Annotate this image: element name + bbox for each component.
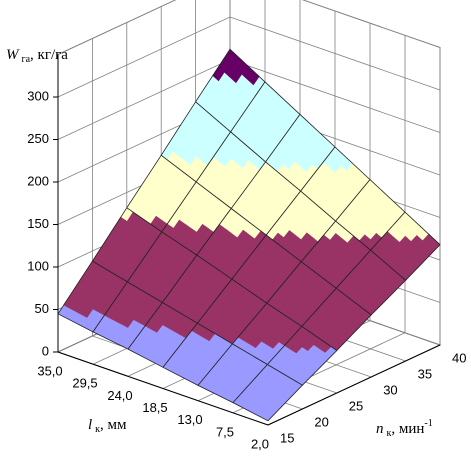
x-tick-label: 35,0 [37, 363, 62, 378]
y-tick-label: 35 [418, 366, 432, 381]
y-tick-label: 30 [383, 382, 397, 397]
z-sub: га [22, 54, 31, 65]
y-tick-label: 40 [452, 350, 466, 365]
x-tick-label: 7,5 [216, 424, 234, 439]
y-axis-label: n к, мин-1 [376, 418, 433, 439]
x-axis-label: l к, мм [88, 417, 127, 435]
surface-cell [126, 154, 197, 233]
surface-cell [127, 301, 198, 368]
z-tick-label: 250 [27, 131, 49, 146]
surface-cell [230, 161, 302, 236]
z-unit: , кг/га [30, 47, 68, 63]
surface-cell [300, 146, 371, 222]
x-tick-label: 24,0 [107, 388, 132, 403]
z-tick-label: 200 [27, 173, 49, 188]
y-tick-label: 20 [314, 414, 328, 429]
surface-cell [161, 254, 233, 324]
y-sup: -1 [424, 418, 432, 429]
surface-cell [196, 207, 267, 280]
surface-cell [92, 281, 163, 350]
z-symbol: W [6, 47, 20, 63]
surface-cell [195, 131, 267, 210]
x-tick-label: 29,5 [72, 376, 97, 391]
y-unit: , мин [391, 421, 424, 437]
surface-cell [265, 190, 337, 263]
axis-y [267, 344, 441, 426]
labels: 0 50 100 150 200 250 300 35,0 29,5 24,0 18,5 13,0 7,… [27, 88, 466, 451]
y-tick-label: 25 [349, 398, 363, 413]
surface-cell [335, 179, 406, 251]
x-symbol: l [88, 417, 92, 433]
surface-grid [232, 363, 304, 422]
z-tick-label: 0 [42, 343, 49, 358]
surface-cell [232, 363, 304, 422]
surface-cell [57, 260, 128, 333]
z-tick-label: 50 [35, 301, 49, 316]
x-tick-label: 18,5 [142, 400, 167, 415]
y-symbol: n [376, 421, 384, 437]
surface-cell [197, 343, 269, 404]
z-tick-label: 100 [27, 258, 49, 273]
y-tick-label: 15 [280, 430, 294, 445]
surface-cell [300, 220, 372, 289]
z-tick-label: 300 [27, 88, 49, 103]
surface [57, 48, 441, 422]
x-tick-label: 2,0 [251, 436, 269, 451]
axis-x [57, 351, 269, 426]
x-tick-label: 13,0 [177, 412, 202, 427]
z-tick-label: 150 [27, 216, 49, 231]
surface-cell [160, 101, 232, 183]
surface-cell [161, 181, 232, 256]
surface-cell [265, 113, 336, 192]
x-sub: к [95, 424, 100, 435]
y-sub: к [387, 428, 392, 439]
surface-cell [266, 325, 338, 386]
x-unit: , мм [100, 417, 127, 433]
